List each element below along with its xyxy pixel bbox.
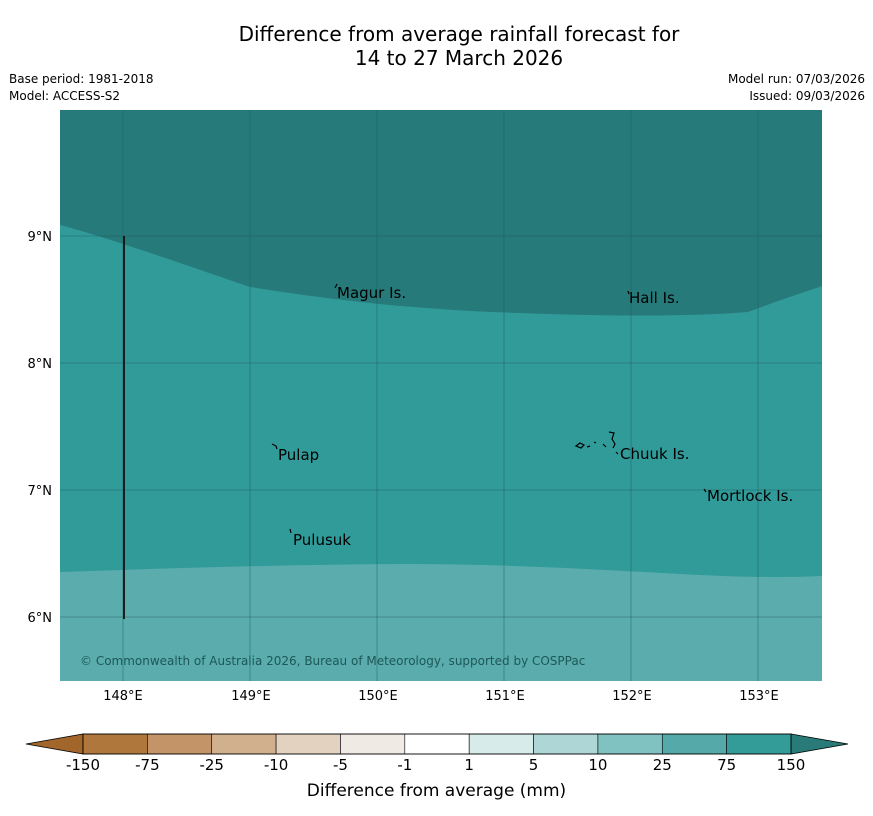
label-hall: Hall Is. (629, 289, 680, 307)
colorbar-tick-label: 5 (528, 756, 539, 774)
islands (271, 283, 707, 534)
lon-label-152: 152°E (612, 689, 652, 704)
lon-label-148: 148°E (103, 689, 143, 704)
colorbar-tick-label: 1 (464, 756, 474, 774)
lat-label-8: 8°N (28, 357, 53, 372)
colorbar-segment (726, 733, 792, 755)
colorbar-over-arrow (790, 733, 849, 755)
colorbar-label: Difference from average (mm) (306, 781, 567, 801)
colorbar-under-arrow (25, 733, 84, 755)
lat-label-6: 6°N (28, 611, 53, 626)
colorbar-tick-label: -5 (332, 756, 348, 774)
lat-label-9: 9°N (28, 230, 53, 245)
colorbar-tick-label: 10 (588, 756, 608, 774)
copyright-note: © Commonwealth of Australia 2026, Bureau… (80, 654, 585, 668)
issued-date: Issued: 09/03/2026 (749, 89, 865, 103)
colorbar-segment (211, 733, 277, 755)
title-line-2: 14 to 27 March 2026 (354, 46, 564, 70)
colorbar-segment (404, 733, 470, 755)
colorbar-tick-label: -1 (397, 756, 413, 774)
title-line-1: Difference from average rainfall forecas… (238, 22, 680, 46)
island-chuuk-lagoon (574, 431, 619, 455)
lon-label-149: 149°E (231, 689, 271, 704)
colorbar-segment (597, 733, 663, 755)
colorbar-tick-label: -25 (199, 756, 224, 774)
lat-label-7: 7°N (28, 484, 53, 499)
label-magur: Magur Is. (337, 284, 406, 302)
lon-label-151: 151°E (485, 689, 525, 704)
base-period: Base period: 1981-2018 (9, 72, 154, 86)
graticule (60, 110, 822, 681)
colorbar-frame (82, 733, 792, 755)
colorbar-tick-label: -75 (135, 756, 160, 774)
island-magur (334, 283, 338, 289)
model-run: Model run: 07/03/2026 (727, 72, 865, 86)
lon-label-150: 150°E (358, 689, 398, 704)
colorbar-segment (533, 733, 599, 755)
lon-label-153: 153°E (739, 689, 779, 704)
colorbar-tick-label: 150 (776, 756, 806, 774)
island-mortlock (703, 488, 707, 493)
colorbar-tick-label: 25 (652, 756, 672, 774)
colorbar-segment (468, 733, 534, 755)
island-pulap (271, 443, 278, 450)
colorbar-segment (340, 733, 406, 755)
model-name: Model: ACCESS-S2 (9, 89, 121, 103)
map-title: Difference from average rainfall forecas… (0, 22, 873, 70)
meta-right: Model run: 07/03/2026 Issued: 09/03/2026 (728, 71, 865, 105)
label-pulap: Pulap (278, 446, 319, 464)
island-pulusuk (289, 528, 292, 534)
colorbar-tick-label: -150 (65, 756, 101, 774)
label-chuuk: Chuuk Is. (620, 445, 689, 463)
label-pulusuk: Pulusuk (293, 531, 351, 549)
colorbar-tick-label: -10 (263, 756, 289, 774)
colorbar-segment (661, 733, 727, 755)
colorbar-segment (82, 733, 148, 755)
meta-left: Base period: 1981-2018 Model: ACCESS-S2 (9, 71, 154, 105)
colorbar-tick-label: 75 (717, 756, 737, 774)
label-mortlock: Mortlock Is. (707, 487, 793, 505)
colorbar-segment (275, 733, 341, 755)
island-hall (627, 290, 630, 295)
colorbar (25, 733, 849, 755)
region-25-to-75 (60, 564, 822, 681)
colorbar-segment (147, 733, 213, 755)
